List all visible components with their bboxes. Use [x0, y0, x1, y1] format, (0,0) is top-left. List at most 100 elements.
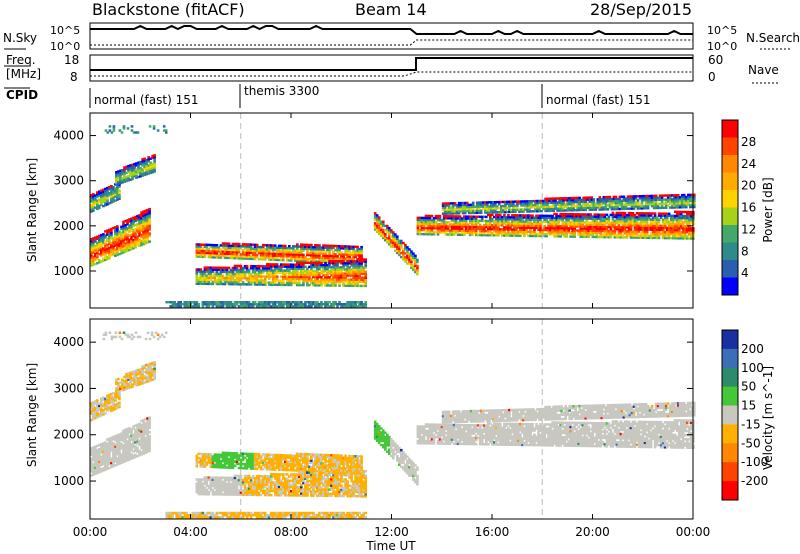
- range-cell: [555, 222, 558, 226]
- range-cell: [688, 217, 691, 220]
- range-cell: [517, 232, 520, 235]
- range-cell: [328, 263, 331, 267]
- range-cell: [434, 231, 438, 234]
- range-cell: [106, 245, 109, 249]
- range-cell: [346, 266, 349, 269]
- range-cell: [96, 207, 99, 211]
- range-cell: [350, 278, 353, 281]
- range-cell: [643, 236, 647, 240]
- range-cell: [662, 202, 666, 205]
- range-cell: [277, 252, 281, 256]
- range-cell: [145, 160, 148, 164]
- range-cell: [566, 197, 570, 200]
- range-cell: [298, 277, 301, 281]
- range-cell: [595, 229, 599, 233]
- range-cell: [648, 196, 652, 200]
- range-cell: [102, 454, 105, 458]
- range-cell: [153, 164, 156, 167]
- range-cell: [643, 224, 647, 227]
- range-cell: [259, 277, 263, 280]
- range-cell: [471, 209, 475, 213]
- range-cell: [579, 233, 583, 236]
- range-cell: [354, 282, 357, 286]
- range-cell: [468, 227, 472, 231]
- range-cell: [579, 221, 583, 224]
- range-cell: [98, 466, 101, 470]
- range-cell: [677, 233, 681, 236]
- range-cell: [227, 272, 231, 276]
- range-cell: [573, 231, 577, 234]
- range-cell: [296, 281, 299, 285]
- range-cell: [286, 267, 289, 270]
- range-cell: [239, 266, 243, 270]
- range-cell: [348, 255, 351, 259]
- range-cell: [98, 456, 101, 459]
- range-cell: [100, 244, 103, 247]
- freq-unit: [MHz]: [6, 67, 41, 81]
- range-cell: [472, 231, 476, 235]
- range-cell: [469, 207, 473, 211]
- range-cell: [267, 252, 271, 255]
- range-cell: [261, 265, 265, 268]
- range-cell: [644, 201, 648, 204]
- range-cell: [269, 275, 273, 278]
- range-cell: [580, 198, 584, 202]
- range-cell: [310, 252, 313, 255]
- range-cell: [195, 276, 199, 279]
- range-cell: [302, 305, 305, 308]
- range-cell: [94, 453, 97, 457]
- range-cell: [676, 196, 680, 199]
- range-cell: [653, 224, 657, 227]
- range-cell: [559, 212, 562, 216]
- range-cell: [207, 303, 211, 306]
- range-cell: [591, 225, 595, 228]
- range-cell: [505, 228, 508, 231]
- range-cell: [667, 236, 671, 240]
- range-cell: [245, 266, 249, 270]
- range-cell: [282, 273, 285, 276]
- range-cell: [572, 207, 576, 210]
- range-cell: [120, 447, 123, 450]
- range-cell: [495, 219, 498, 223]
- range-cell: [267, 281, 271, 284]
- range-cell: [470, 227, 474, 231]
- range-cell: [418, 218, 422, 222]
- range-cell: [595, 235, 599, 239]
- range-cell: [469, 203, 473, 207]
- range-cell: [430, 218, 434, 222]
- range-cell: [279, 281, 283, 285]
- range-cell: [444, 225, 448, 228]
- range-cell: [300, 269, 303, 273]
- range-cell: [654, 206, 658, 210]
- range-cell: [118, 454, 121, 457]
- range-cell: [112, 448, 115, 451]
- range-cell: [231, 278, 235, 282]
- range-cell: [175, 303, 179, 306]
- range-cell: [660, 204, 664, 208]
- range-cell: [334, 248, 337, 252]
- range-cell: [515, 222, 518, 225]
- range-cell: [133, 173, 136, 176]
- range-cell: [110, 465, 113, 469]
- range-cell: [199, 251, 203, 254]
- range-cell: [326, 274, 329, 277]
- range-cell: [458, 229, 462, 232]
- range-cell: [603, 227, 607, 231]
- range-cell: [394, 243, 397, 246]
- range-cell: [114, 435, 117, 438]
- range-cell: [469, 209, 473, 213]
- range-cell: [464, 223, 468, 226]
- range-cell: [619, 219, 623, 223]
- range-cell: [615, 225, 619, 229]
- range-cell: [598, 198, 602, 201]
- range-cell: [126, 235, 129, 238]
- range-cell: [104, 445, 107, 448]
- range-cell: [136, 243, 139, 246]
- range-cell: [241, 303, 245, 306]
- range-cell: [628, 195, 632, 198]
- range-cell: [239, 247, 243, 250]
- range-cell: [394, 239, 397, 242]
- range-cell: [580, 200, 584, 204]
- nsearch-bottom-tick: 10^0: [707, 40, 737, 53]
- range-cell: [253, 257, 257, 261]
